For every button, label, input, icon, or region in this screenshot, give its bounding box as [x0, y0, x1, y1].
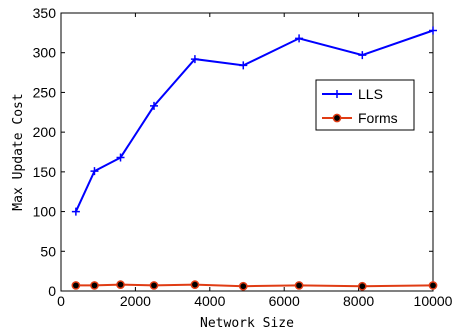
data-point-lls — [116, 153, 125, 162]
y-tick-label: 100 — [33, 204, 57, 220]
plot-area — [60, 12, 434, 292]
data-point-lls — [90, 167, 99, 176]
series-layer — [71, 26, 438, 291]
legend-marker-lls — [333, 90, 341, 98]
data-point-lls — [239, 61, 248, 70]
legend-box — [315, 79, 415, 131]
data-point-lls — [150, 101, 158, 110]
data-point-lls — [429, 26, 437, 35]
data-point-forms — [238, 281, 248, 291]
y-tick-label: 150 — [33, 164, 57, 180]
data-point-forms — [116, 280, 125, 289]
data-point-lls — [295, 34, 304, 43]
data-point-lls — [358, 51, 367, 60]
data-point-lls — [71, 207, 80, 216]
data-point-forms — [428, 281, 438, 290]
legend-label-forms: Forms — [358, 110, 398, 126]
y-tick-label: 300 — [33, 45, 57, 61]
x-tick-label: 10000 — [414, 293, 453, 309]
data-point-forms — [294, 281, 304, 290]
data-point-forms — [90, 281, 99, 290]
y-tick-label: 0 — [48, 283, 56, 299]
y-tick-label: 200 — [33, 124, 57, 140]
data-point-forms — [190, 280, 200, 289]
x-tick-label: 8000 — [343, 293, 374, 309]
legend: LLS Forms — [315, 79, 415, 131]
axis-ticks: 0 2000 4000 6000 8000 10000 0 50 100 150 200 250 300… — [33, 5, 453, 309]
data-point-forms — [357, 281, 367, 291]
legend-marker-forms — [332, 113, 342, 123]
x-tick-label: 4000 — [194, 293, 225, 309]
x-tick-label: 6000 — [269, 293, 300, 309]
y-tick-label: 250 — [33, 84, 57, 100]
x-tick-label: 0 — [57, 293, 65, 309]
data-point-forms — [149, 281, 159, 290]
data-point-lls — [190, 55, 199, 64]
y-tick-label: 350 — [33, 5, 57, 21]
y-axis-title: Max Update Cost — [11, 93, 26, 210]
data-point-forms — [71, 281, 81, 290]
x-axis-title: Network Size — [200, 316, 294, 331]
y-tick-label: 50 — [40, 243, 56, 259]
legend-label-lls: LLS — [358, 86, 383, 102]
x-tick-label: 2000 — [120, 293, 151, 309]
